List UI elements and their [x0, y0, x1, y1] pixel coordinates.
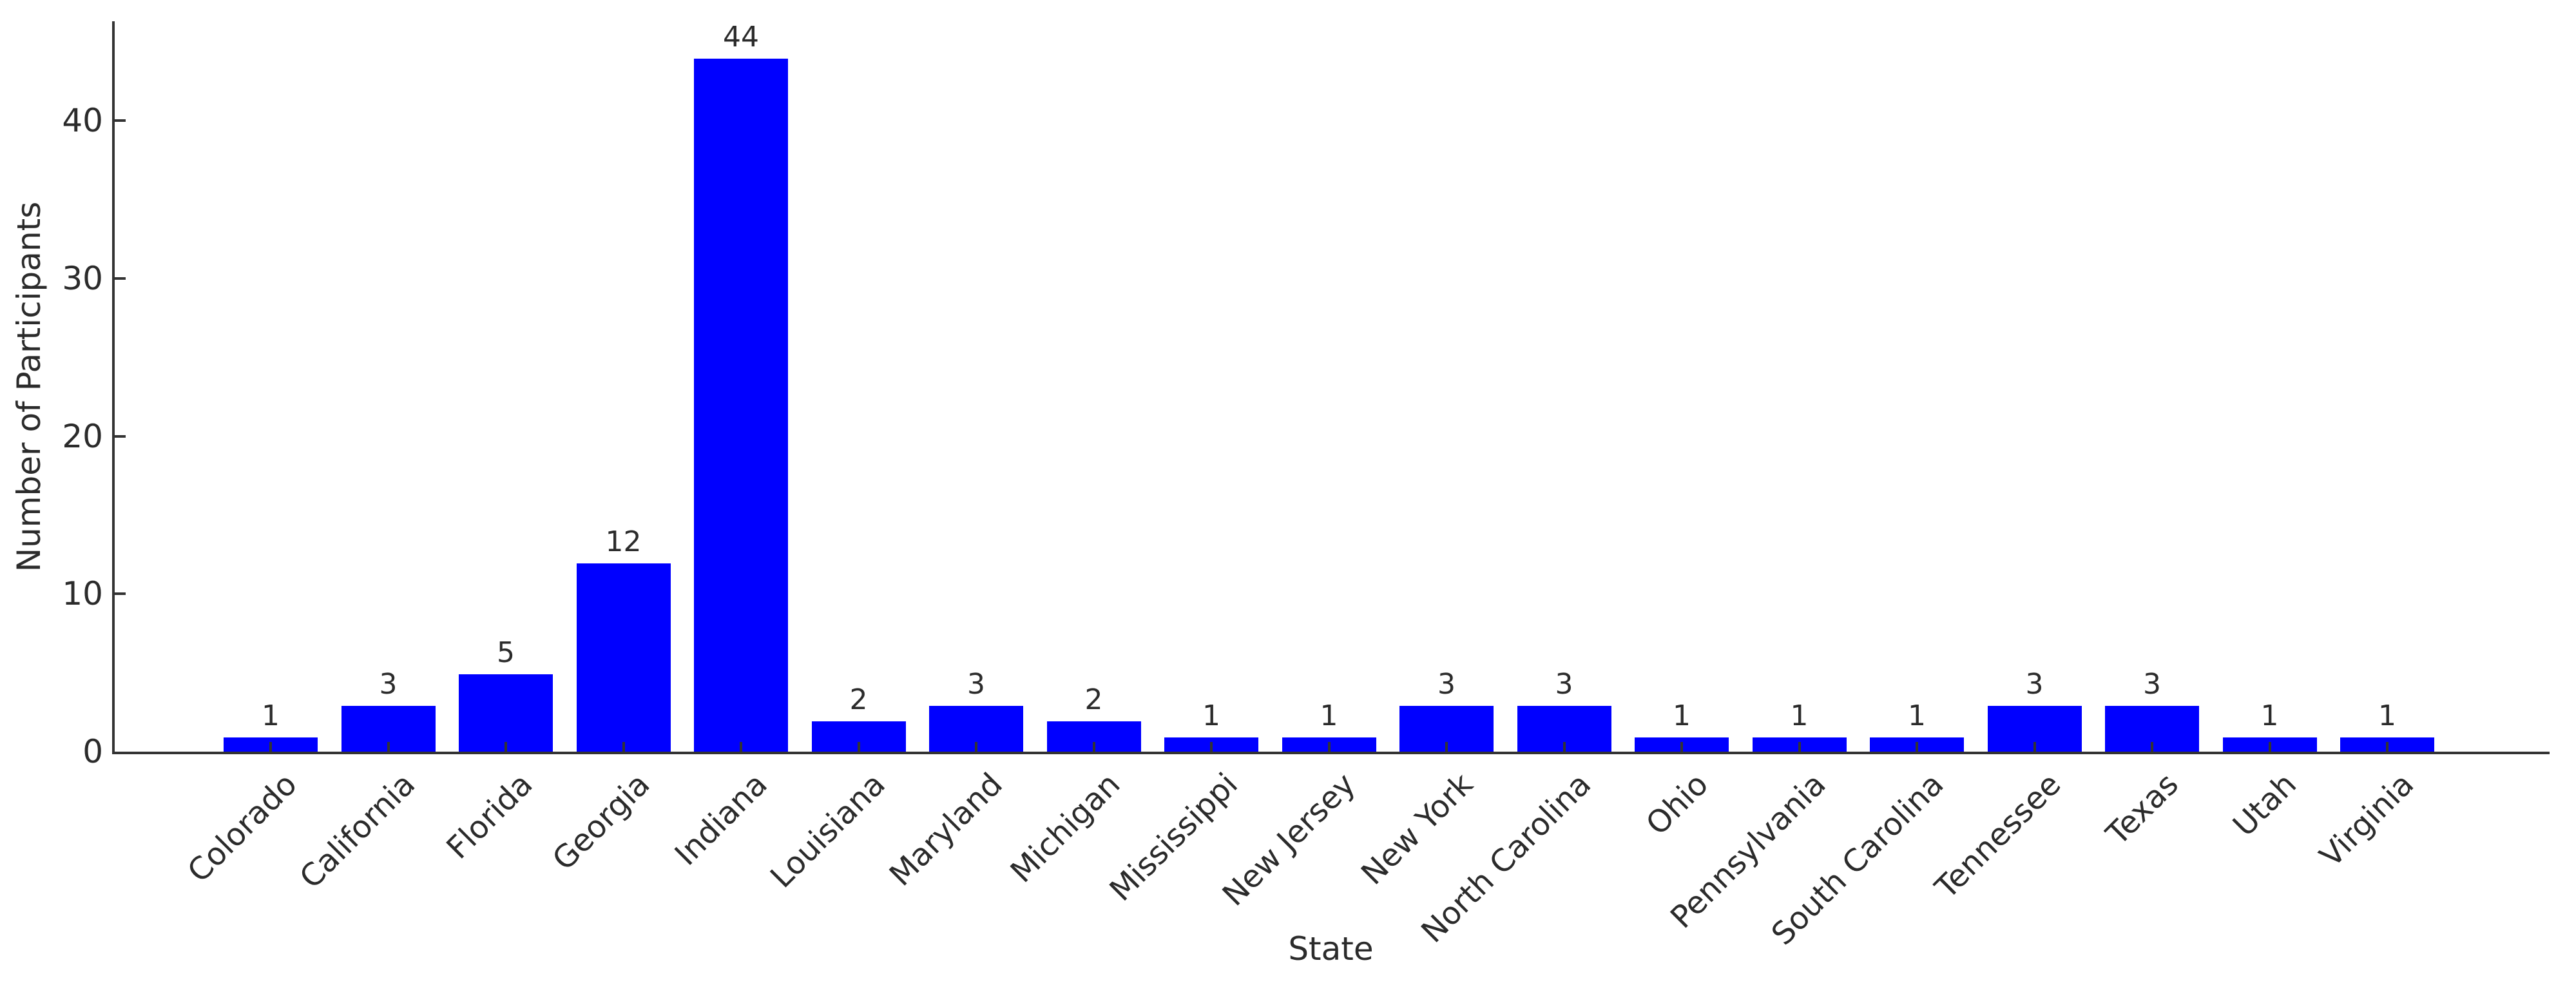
x-tick-label: Utah — [2225, 766, 2303, 844]
y-axis-title: Number of Participants — [10, 201, 48, 572]
x-tick-label: Georgia — [546, 766, 657, 878]
y-tick — [115, 119, 126, 122]
y-tick — [115, 592, 126, 596]
bar-value-label: 1 — [262, 699, 280, 732]
bar-value-label: 1 — [1790, 699, 1809, 732]
y-tick — [115, 434, 126, 438]
y-tick-label: 40 — [62, 102, 103, 140]
bar-value-label: 2 — [849, 683, 868, 717]
x-tick — [740, 742, 742, 753]
bar — [576, 563, 671, 753]
bar-value-label: 44 — [723, 21, 759, 54]
bar-value-label: 3 — [1437, 667, 1456, 701]
y-axis-line — [112, 21, 115, 754]
y-tick-label: 20 — [62, 417, 103, 455]
y-tick-label: 0 — [82, 733, 103, 770]
bar-value-label: 1 — [1673, 699, 1691, 732]
x-tick — [857, 742, 860, 753]
x-tick — [1327, 742, 1331, 753]
bar — [459, 674, 553, 753]
bar-value-label: 3 — [2025, 667, 2044, 701]
x-tick-label: New York — [1354, 766, 1481, 892]
x-tick — [1210, 742, 1213, 753]
x-tick — [1680, 742, 1683, 753]
bar-value-label: 1 — [1908, 699, 1926, 732]
x-tick — [2151, 742, 2153, 753]
bar-value-label: 1 — [2260, 699, 2279, 732]
bar-value-label: 1 — [2378, 699, 2396, 732]
x-tick — [2268, 742, 2271, 753]
x-tick — [1092, 742, 1095, 753]
y-tick-label: 30 — [62, 259, 103, 297]
bar-value-label: 5 — [497, 636, 515, 669]
x-tick — [269, 742, 272, 753]
x-tick — [1798, 742, 1801, 753]
bar-value-label: 3 — [379, 667, 398, 701]
x-axis-title: State — [1288, 930, 1374, 968]
y-tick — [115, 277, 126, 280]
x-tick — [975, 742, 977, 753]
bar-value-label: 3 — [967, 667, 985, 701]
y-tick-label: 10 — [62, 575, 103, 613]
x-tick-label: Michigan — [1003, 766, 1128, 890]
x-tick — [622, 742, 625, 753]
x-tick-label: Louisiana — [763, 766, 892, 895]
x-tick — [387, 742, 390, 753]
x-tick-label: Florida — [439, 766, 540, 866]
bar-value-label: 1 — [1202, 699, 1220, 732]
bar — [694, 59, 788, 753]
x-tick-label: Maryland — [883, 766, 1010, 893]
bar-value-label: 1 — [1320, 699, 1338, 732]
bar-value-label: 2 — [1084, 683, 1103, 717]
x-tick-label: Ohio — [1639, 766, 1716, 843]
x-tick — [2386, 742, 2389, 753]
x-tick-label: California — [292, 766, 422, 896]
x-tick — [1562, 742, 1566, 753]
x-tick-label: Tennessee — [1928, 766, 2068, 906]
x-tick — [2033, 742, 2036, 753]
x-tick-label: Colorado — [180, 766, 305, 890]
x-tick-label: Texas — [2099, 766, 2186, 853]
x-tick — [1916, 742, 1918, 753]
bar-value-label: 12 — [605, 525, 642, 559]
x-tick-label: Virginia — [2312, 766, 2421, 875]
x-tick — [1445, 742, 1448, 753]
x-axis-line — [112, 752, 2550, 754]
x-tick — [505, 742, 507, 753]
bar-value-label: 3 — [2143, 667, 2161, 701]
x-tick-label: Indiana — [668, 766, 775, 873]
bar-value-label: 3 — [1555, 667, 1573, 701]
